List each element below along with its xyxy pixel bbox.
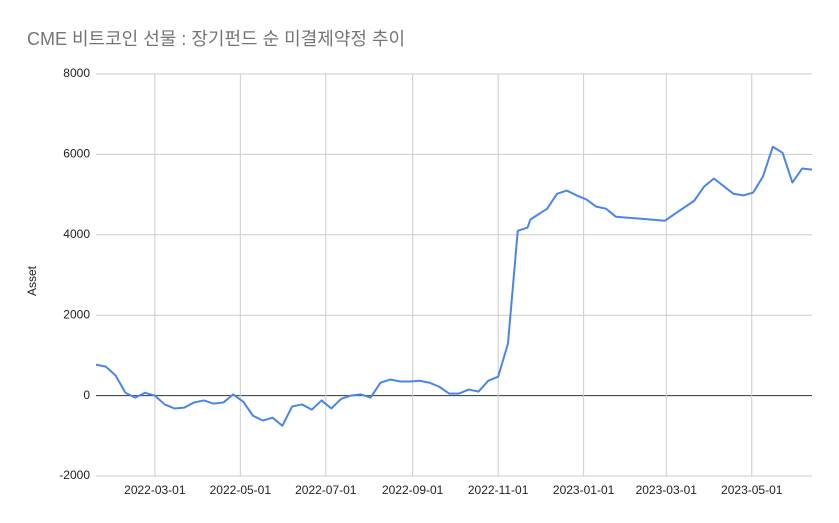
x-tick-label: 2022-11-01 — [468, 483, 529, 497]
x-tick-label: 2022-05-01 — [210, 483, 272, 497]
data-line — [95, 145, 813, 427]
y-tick-label: 4000 — [63, 227, 90, 241]
x-tick-label: 2023-01-01 — [553, 483, 615, 497]
chart-title: CME 비트코인 선물 : 장기펀드 순 미결제약정 추이 — [27, 29, 405, 49]
x-tick-label: 2022-07-01 — [295, 483, 357, 497]
y-tick-label: 0 — [83, 388, 90, 402]
y-tick-label: 6000 — [63, 147, 90, 161]
x-tick-label: 2023-05-01 — [721, 483, 783, 497]
y-axis-label: Asset — [25, 265, 39, 296]
y-tick-label: -2000 — [59, 468, 90, 482]
x-tick-label: 2022-09-01 — [382, 483, 444, 497]
y-tick-label: 8000 — [63, 66, 90, 80]
y-tick-label: 2000 — [63, 307, 90, 321]
x-tick-label: 2023-03-01 — [636, 483, 698, 497]
x-tick-label: 2022-03-01 — [124, 483, 186, 497]
